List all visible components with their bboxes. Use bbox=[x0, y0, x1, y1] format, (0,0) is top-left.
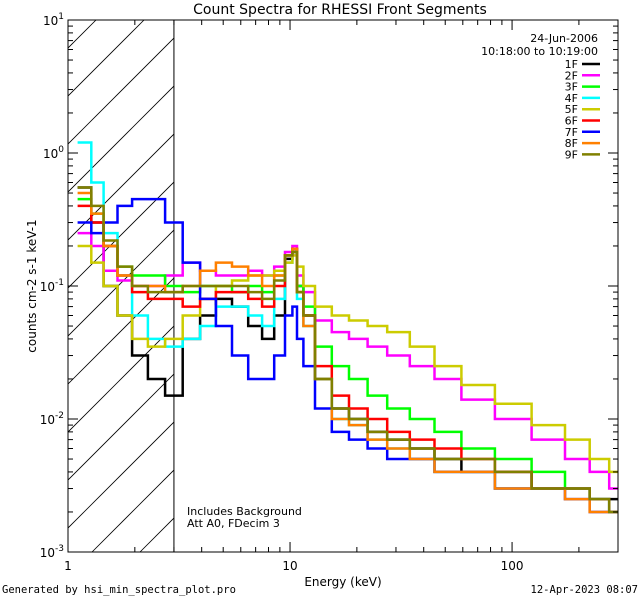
x-tick-label-100: 100 bbox=[501, 559, 524, 573]
hatch-line bbox=[620, 0, 640, 552]
y-axis-label: counts cm-2 s-1 keV-1 bbox=[25, 219, 39, 352]
y-tick-label-0.001: 10-3 bbox=[40, 544, 64, 560]
date-annotation: 24-Jun-2006 bbox=[530, 32, 598, 45]
hatch-line bbox=[68, 373, 174, 481]
y-tick-label-1: 100 bbox=[43, 145, 64, 161]
legend-label-5F: 5F bbox=[565, 103, 578, 116]
series-group bbox=[77, 141, 618, 514]
x-axis-label: Energy (keV) bbox=[304, 575, 381, 589]
legend-label-6F: 6F bbox=[565, 115, 578, 128]
hatch-line bbox=[476, 0, 640, 552]
series-2F-line bbox=[77, 231, 618, 490]
legend-label-3F: 3F bbox=[565, 81, 578, 94]
series-9F-line bbox=[77, 186, 618, 514]
legend-label-9F: 9F bbox=[565, 148, 578, 161]
hatch-line bbox=[68, 20, 145, 97]
attenuator-note: Att A0, FDecim 3 bbox=[187, 517, 280, 530]
legend-label-8F: 8F bbox=[565, 137, 578, 150]
hatch-line bbox=[68, 181, 174, 289]
hatch-line bbox=[68, 37, 174, 145]
hatch-line bbox=[332, 0, 640, 552]
chart-title: Count Spectra for RHESSI Front Segments bbox=[193, 2, 487, 18]
x-tick-label-1: 1 bbox=[64, 559, 72, 573]
y-tick-label-0.01: 10-2 bbox=[40, 411, 64, 427]
hatch-line bbox=[68, 229, 174, 337]
background-note: Includes Background bbox=[187, 505, 302, 518]
hatch-line bbox=[0, 0, 28, 552]
footer-timestamp: 12-Apr-2023 08:07 bbox=[530, 584, 638, 596]
legend-label-4F: 4F bbox=[565, 92, 578, 105]
hatch-line bbox=[68, 20, 97, 49]
series-6F-line bbox=[77, 204, 618, 514]
legend-label-1F: 1F bbox=[565, 58, 578, 71]
series-8F-line bbox=[77, 191, 618, 514]
hatch-line bbox=[68, 421, 174, 529]
series-7F-line bbox=[77, 197, 618, 514]
y-tick-labels: 101 100 10-1 10-2 10-3 bbox=[40, 12, 65, 560]
series-1F-line bbox=[77, 186, 618, 501]
y-tick-label-10: 101 bbox=[43, 12, 64, 28]
time-range-annotation: 10:18:00 to 10:19:00 bbox=[481, 45, 598, 58]
legend-label-7F: 7F bbox=[565, 126, 578, 139]
hatch-line bbox=[380, 0, 640, 552]
hatch-line bbox=[572, 0, 640, 552]
y-tick-label-0.1: 10-1 bbox=[40, 278, 64, 294]
legend-label-2F: 2F bbox=[565, 69, 578, 82]
attenuator-hatch-region bbox=[0, 0, 640, 552]
x-tick-label-10: 10 bbox=[282, 559, 297, 573]
axis-ticks bbox=[67, 19, 619, 553]
series-3F-line bbox=[77, 197, 618, 514]
series-5F-line bbox=[77, 244, 618, 474]
hatch-line bbox=[524, 0, 640, 552]
footer-generator: Generated by hsi_min_spectra_plot.pro bbox=[2, 584, 236, 596]
